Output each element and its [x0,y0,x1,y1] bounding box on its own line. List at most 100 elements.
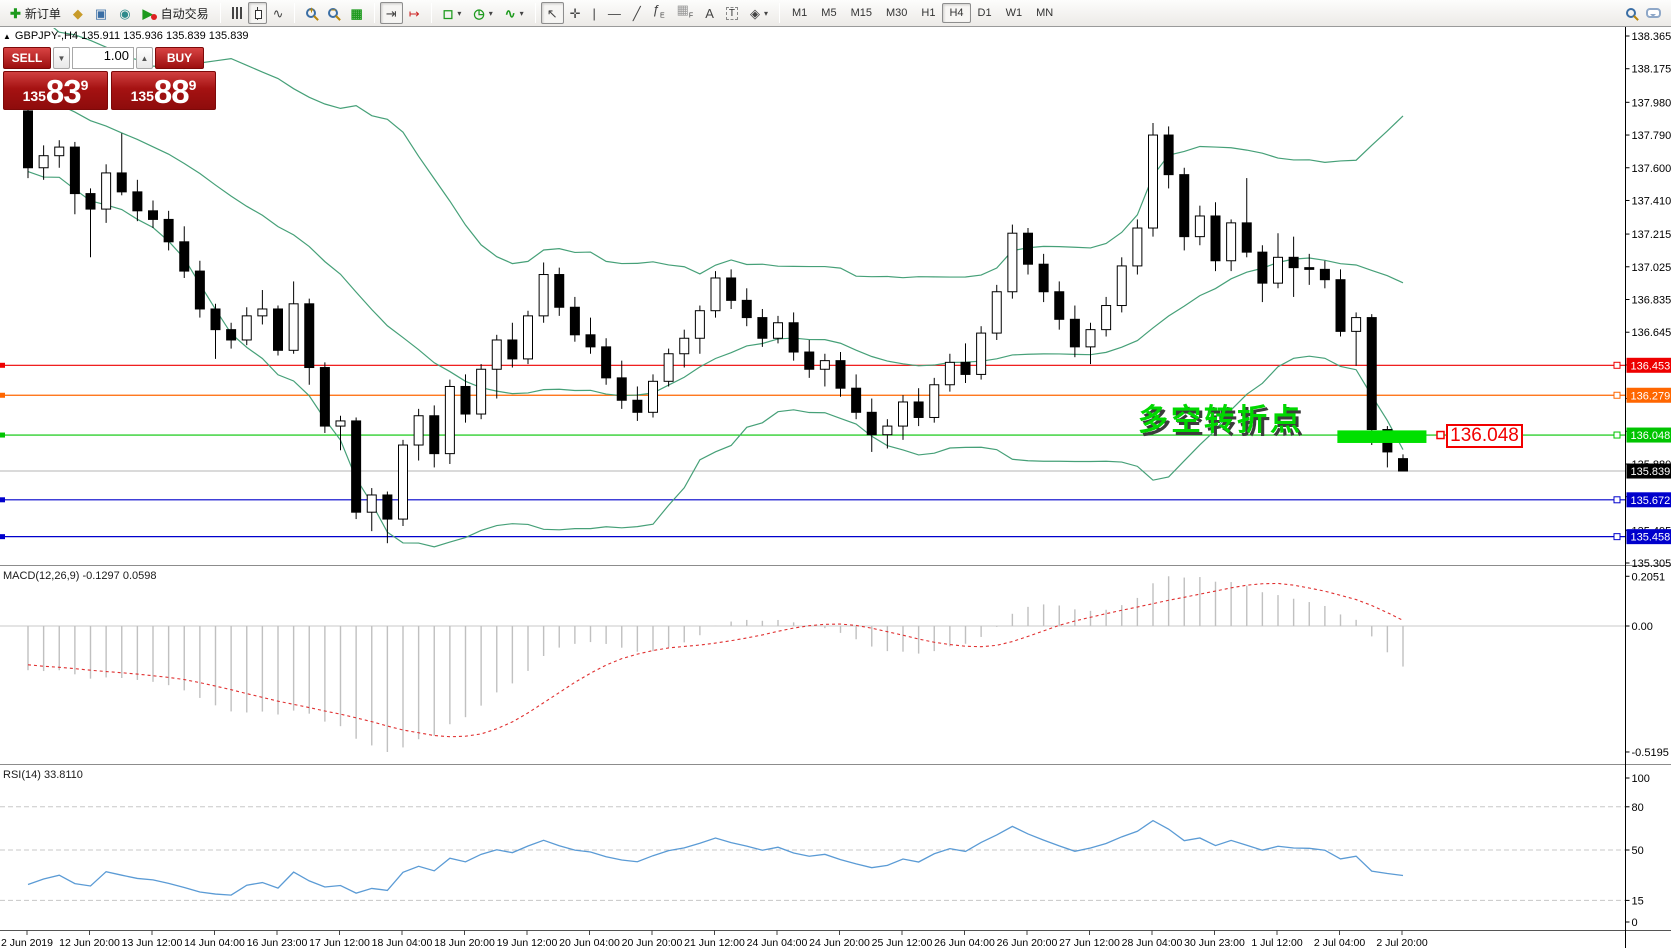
svg-text:136.453: 136.453 [1631,360,1671,372]
svg-text:21 Jun 12:00: 21 Jun 12:00 [684,937,745,949]
new-chart-button[interactable]: ▣ [89,2,113,24]
fibonacci-icon: ƒE [652,2,665,20]
crosshair-tool-button[interactable]: ✛ [564,2,587,24]
candlestick-icon [254,6,262,20]
chart-annotation-text[interactable]: 多空转折点 [1138,404,1303,437]
zoom-in-icon: + [306,5,317,18]
svg-text:137.025: 137.025 [1632,262,1671,274]
svg-text:28 Jun 04:00: 28 Jun 04:00 [1122,937,1183,949]
macd-indicator-label: MACD(12,26,9) -0.1297 0.0598 [3,570,157,582]
clock-icon: ◷ [473,5,485,21]
macd-panel[interactable]: 0.2051 0.00 -0.5195 [0,571,1669,759]
buy-price-pip: 9 [188,77,197,93]
grid-tool-button[interactable]: ▦F [671,2,700,24]
auto-trading-button[interactable]: ▶ 自动交易 [142,5,209,21]
cursor-tool-button[interactable]: ↖ [540,2,564,24]
crosshair-icon: ✛ [569,5,581,21]
buy-price-display[interactable]: 135 88 9 [111,71,216,110]
sell-price-prefix: 135 [22,88,46,104]
price-axis[interactable]: 138.365 138.175 137.980 137.790 137.600 137.4… [1625,31,1671,570]
chat-icon[interactable] [1646,8,1661,18]
indicator-icon: ∿ [504,5,516,21]
timeframe-button-M15[interactable]: M15 [850,7,872,19]
one-click-trading-panel: SELL ▼ 1.00 ▲ BUY 135 83 9 135 88 9 [3,47,219,110]
svg-text:20 Jun 04:00: 20 Jun 04:00 [559,937,620,949]
timeframe-button-H4[interactable]: H4 [942,3,971,23]
text-icon: A [705,5,714,21]
svg-text:20 Jun 20:00: 20 Jun 20:00 [622,937,683,949]
oneclick-collapse-icon[interactable]: ▲ [3,31,11,41]
trendline-tool-button[interactable]: ╱ [627,2,647,24]
hline-tool-button[interactable]: — [602,2,627,24]
timeframe-button-M1[interactable]: M1 [792,7,808,19]
profiles-button[interactable]: ◉ [113,2,136,24]
fibonacci-tool-button[interactable]: ƒE [647,2,671,24]
svg-text:136.645: 136.645 [1632,327,1671,339]
svg-text:135.458: 135.458 [1631,532,1671,544]
grid-icon: ▦F [676,2,694,20]
svg-text:138.365: 138.365 [1632,31,1671,43]
svg-text:25 Jun 12:00: 25 Jun 12:00 [872,937,933,949]
alerts-button[interactable]: ◆ [67,2,89,24]
price-level-callout[interactable]: 136.048 [1446,424,1523,448]
svg-text:26 Jun 20:00: 26 Jun 20:00 [997,937,1058,949]
lot-size-input[interactable]: 1.00 [72,47,134,69]
tile-windows-button[interactable]: ▦ [344,2,368,24]
vline-tool-button[interactable]: | [587,2,602,24]
arrows-icon: ◈ [749,5,760,21]
svg-text:13 Jun 12:00: 13 Jun 12:00 [122,937,183,949]
svg-text:26 Jun 04:00: 26 Jun 04:00 [934,937,995,949]
auto-scroll-button[interactable]: ⇥ [379,2,403,24]
svg-text:2 Jul 04:00: 2 Jul 04:00 [1314,937,1366,949]
svg-text:137.980: 137.980 [1632,97,1671,109]
svg-text:135.305: 135.305 [1632,558,1671,570]
bar-chart-mode-button[interactable] [226,2,248,24]
text-tool-button[interactable]: A [699,2,720,24]
timeframe-button-M30[interactable]: M30 [885,7,908,19]
timeframe-button-W1[interactable]: W1 [1005,7,1023,19]
svg-text:2 Jun 2019: 2 Jun 2019 [1,937,53,949]
sell-button[interactable]: SELL [3,47,51,69]
timeframe-button-D1[interactable]: D1 [977,7,992,19]
chart-shift-button[interactable]: ↦ [403,2,426,24]
lot-increase-button[interactable]: ▲ [136,47,153,69]
indicators-dropdown[interactable]: ∿ ▾ [499,2,530,24]
svg-text:0.2051: 0.2051 [1632,571,1666,583]
period-dropdown[interactable]: ◷ ▾ [467,2,498,24]
timeframe-button-MN[interactable]: MN [1036,7,1054,19]
chart-shift-icon: ↦ [408,5,420,21]
shapes-dropdown[interactable]: ◈ ▾ [744,2,774,24]
svg-text:17 Jun 12:00: 17 Jun 12:00 [309,937,370,949]
time-axis[interactable]: 2 Jun 2019 12 Jun 20:00 13 Jun 12:00 14 Jun… [1,930,1428,949]
candlestick-mode-button[interactable] [247,2,267,24]
templates-dropdown[interactable]: ◻ ▾ [437,2,468,24]
support-zone-rectangle[interactable] [1337,430,1427,443]
auto-trading-status-dot [150,14,157,20]
label-tool-button[interactable]: T [720,2,744,24]
template-icon: ◻ [442,5,454,21]
rsi-panel[interactable]: 100 80 50 15 0 [0,773,1650,929]
auto-trading-icon: ▶ [142,5,153,21]
vertical-line-icon: | [592,5,596,21]
svg-text:19 Jun 12:00: 19 Jun 12:00 [497,937,558,949]
zoom-out-icon: − [328,5,339,18]
sell-price-display[interactable]: 135 83 9 [3,71,108,110]
svg-text:-0.5195: -0.5195 [1632,747,1669,759]
line-chart-icon: ∿ [272,5,284,21]
bollinger-bands [27,28,1404,548]
lot-decrease-button[interactable]: ▼ [53,47,70,69]
timeframe-button-M5[interactable]: M5 [821,7,837,19]
tile-windows-icon: ▦ [350,5,363,21]
zoom-out-button[interactable]: − [322,2,344,24]
search-icon[interactable] [1626,8,1636,18]
buy-button[interactable]: BUY [155,47,204,69]
svg-text:18 Jun 04:00: 18 Jun 04:00 [372,937,433,949]
new-order-button[interactable]: ✚ 新订单 [10,5,61,21]
candlesticks [23,97,1408,544]
svg-text:12 Jun 20:00: 12 Jun 20:00 [59,937,120,949]
zoom-in-button[interactable]: + [300,2,322,24]
timeframe-button-H1[interactable]: H1 [921,7,936,19]
line-chart-mode-button[interactable]: ∿ [267,2,290,24]
